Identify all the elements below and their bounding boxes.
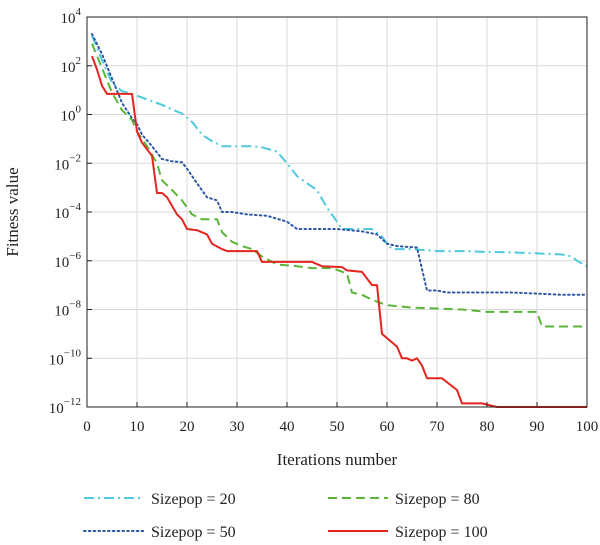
y-tick-label: 104 xyxy=(61,6,82,27)
y-axis-title: Fitness value xyxy=(3,167,22,256)
series-line-3 xyxy=(91,43,587,328)
y-tick-label: 10−12 xyxy=(49,396,81,417)
series-line-1 xyxy=(91,35,588,268)
y-tick-label: 10−2 xyxy=(54,152,81,173)
legend-label-1: Sizepop = 20 xyxy=(151,491,236,508)
y-tick-label: 10−6 xyxy=(54,250,81,271)
x-axis-title: Iterations number xyxy=(277,450,398,469)
x-axis-ticks: 0 10 20 30 40 50 60 70 80 90 100 xyxy=(83,402,598,435)
legend: Sizepop = 20 Sizepop = 50 Sizepop = 80 Size… xyxy=(83,491,488,541)
legend-label-4: Sizepop = 100 xyxy=(395,524,488,541)
series-lines xyxy=(91,33,588,408)
y-tick-label: 10−8 xyxy=(54,299,81,320)
x-tick-label: 50 xyxy=(330,419,345,435)
y-axis-ticks: 10−12 10−10 10−8 10−6 10−4 10−2 100 102 104 xyxy=(49,6,92,417)
legend-label-2: Sizepop = 50 xyxy=(151,524,236,541)
y-tick-label: 100 xyxy=(61,104,82,125)
x-tick-label: 90 xyxy=(530,419,545,435)
x-tick-label: 70 xyxy=(430,419,445,435)
x-tick-label: 40 xyxy=(280,419,295,435)
x-tick-label: 30 xyxy=(230,419,245,435)
y-tick-label: 102 xyxy=(61,55,82,76)
x-tick-label: 20 xyxy=(180,419,195,435)
x-tick-label: 10 xyxy=(130,419,145,435)
y-tick-label: 10−4 xyxy=(54,201,81,222)
legend-label-3: Sizepop = 80 xyxy=(395,491,480,508)
x-tick-label: 60 xyxy=(380,419,395,435)
grid-lines xyxy=(86,16,588,408)
y-tick-label: 10−10 xyxy=(49,347,82,368)
series-line-2 xyxy=(91,33,588,296)
series-line-4 xyxy=(91,55,587,408)
x-tick-label: 100 xyxy=(576,419,599,435)
x-tick-label: 80 xyxy=(480,419,495,435)
x-tick-label: 0 xyxy=(83,419,91,435)
